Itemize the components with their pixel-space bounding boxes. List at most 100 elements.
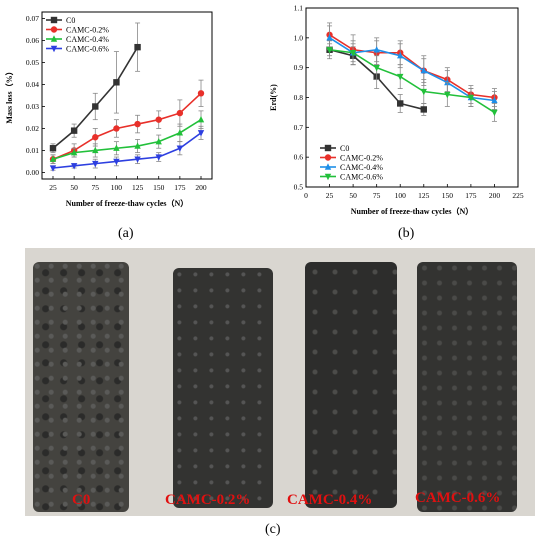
- data-point: [134, 43, 141, 51]
- data-point: [70, 127, 78, 134]
- series-CAMC-0.4%: [326, 25, 498, 110]
- series-line: [52, 118, 202, 160]
- legend-marker: [50, 16, 58, 24]
- data-point: [444, 78, 451, 86]
- series-line: [52, 132, 202, 169]
- data-point: [113, 125, 120, 132]
- legend-marker: [50, 26, 58, 33]
- series-CAMC-0.6%: [326, 40, 498, 122]
- legend-marker: [324, 173, 332, 181]
- data-point: [92, 103, 99, 110]
- data-point: [397, 52, 404, 59]
- y-tick-label: 0.6: [294, 153, 304, 162]
- x-tick-label: 75: [92, 183, 100, 192]
- specimen-photo: C0 CAMC-0.2% CAMC-0.4% CAMC-0.6%: [25, 248, 535, 516]
- chart-b-erd: 0 25 50 75 100 125 150 175 200 225 0.5 0.6 0.7 0.8 0.9…: [269, 4, 524, 217]
- chart-a-mass-loss: 25 50 75 100 125 150 175 200 0.00 0.01 0.02 0.03 0.0…: [4, 11, 213, 208]
- series-line: [329, 48, 495, 114]
- data-point: [176, 109, 184, 117]
- panel-label-b: (b): [398, 226, 415, 241]
- x-tick-label: 25: [49, 183, 57, 192]
- series-CAMC-0.6%: [49, 125, 205, 172]
- data-point: [70, 148, 78, 156]
- data-point: [134, 142, 141, 149]
- legend-marker: [324, 144, 332, 152]
- data-point: [420, 88, 427, 96]
- data-point: [134, 156, 141, 163]
- y-tick-label: 0.00: [26, 168, 39, 177]
- data-point: [113, 79, 120, 86]
- data-point: [70, 163, 78, 170]
- x-tick-label: 25: [326, 191, 334, 200]
- data-point: [197, 130, 205, 137]
- x-tick-label: 0: [304, 191, 308, 200]
- legend-marker: [324, 163, 332, 170]
- x-tick-label: 200: [195, 183, 207, 192]
- panel-label-c: (c): [265, 522, 281, 537]
- series-line: [52, 92, 202, 160]
- y-axis-label: Mass loss（%）: [4, 67, 14, 123]
- data-point: [420, 106, 427, 113]
- y-tick-label: 0.8: [294, 93, 304, 102]
- x-tick-label: 50: [70, 183, 78, 192]
- data-point: [420, 66, 427, 74]
- legend-entry: CAMC-0.4%: [340, 163, 383, 172]
- charts-figure: 25 50 75 100 125 150 175 200 0.00 0.01 0.02 0.03 0.0…: [4, 4, 524, 217]
- data-point: [197, 90, 205, 97]
- data-point: [134, 120, 141, 128]
- sample-label-camc-0-6: CAMC-0.6%: [415, 490, 501, 506]
- legend-entry: C0: [340, 144, 349, 153]
- y-tick-label: 0.06: [26, 36, 39, 45]
- legend-entry: C0: [66, 16, 75, 25]
- data-point: [176, 129, 184, 136]
- data-point: [92, 146, 99, 154]
- x-tick-label: 50: [349, 191, 357, 200]
- legend-entry: CAMC-0.6%: [340, 173, 383, 182]
- panel-label-a: (a): [118, 226, 134, 241]
- data-point: [113, 158, 120, 166]
- specimen-slab-camc-0-2: [173, 268, 273, 508]
- y-tick-label: 1.0: [294, 33, 304, 42]
- legend-entry: CAMC-0.4%: [66, 35, 109, 44]
- series-C0: [49, 22, 141, 154]
- data-point: [49, 165, 57, 172]
- legend-entry: CAMC-0.2%: [340, 154, 383, 163]
- data-point: [176, 145, 184, 152]
- x-axis-label: Number of freeze-thaw cycles（N）: [66, 198, 189, 208]
- specimen-slab-c0: [33, 262, 129, 512]
- sample-label-c0: C0: [72, 492, 91, 508]
- x-tick-label: 175: [174, 183, 186, 192]
- x-tick-label: 200: [489, 191, 501, 200]
- data-point: [92, 134, 99, 141]
- x-tick-label: 225: [512, 191, 524, 200]
- y-tick-label: 0.07: [26, 14, 39, 23]
- data-point: [373, 64, 380, 72]
- x-tick-label: 125: [418, 191, 430, 200]
- y-tick-label: 0.7: [294, 123, 304, 132]
- series-line: [329, 34, 495, 99]
- data-point: [326, 34, 333, 41]
- data-point: [397, 100, 404, 107]
- specimen-slab-camc-0-6: [417, 262, 517, 512]
- plot-frame: [41, 11, 213, 180]
- x-tick-label: 100: [111, 183, 123, 192]
- data-point: [49, 145, 57, 152]
- data-point: [491, 109, 498, 117]
- x-tick-label: 100: [395, 191, 407, 200]
- y-axis-label: Erd(%): [269, 84, 278, 111]
- data-point: [444, 91, 451, 99]
- y-tick-label: 0.03: [26, 102, 39, 111]
- data-point: [373, 46, 380, 53]
- y-tick-label: 1.1: [294, 4, 304, 13]
- data-point: [491, 96, 498, 104]
- y-tick-label: 0.9: [294, 63, 304, 72]
- sample-label-camc-0-4: CAMC-0.4%: [287, 492, 373, 508]
- x-tick-label: 150: [442, 191, 454, 200]
- specimen-slab-camc-0-4: [305, 262, 397, 508]
- x-axis-label: Number of freeze-thaw cycles（N）: [351, 206, 474, 216]
- data-point: [467, 94, 475, 102]
- legend-marker: [50, 35, 58, 42]
- data-point: [326, 47, 333, 54]
- x-tick-label: 75: [373, 191, 381, 200]
